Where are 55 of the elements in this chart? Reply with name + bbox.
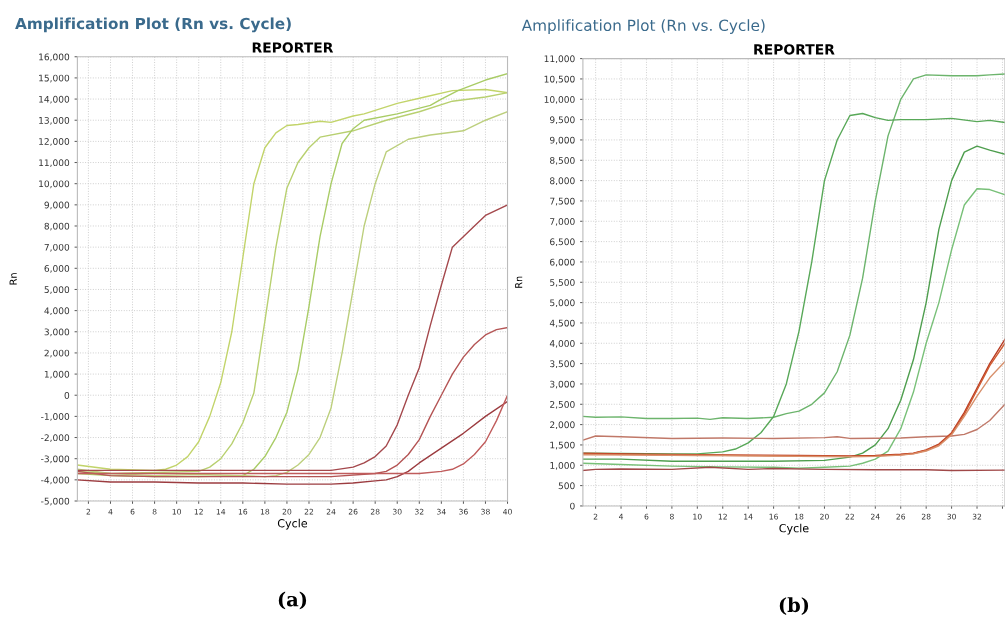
y-tick-label: 4,500 [549,319,575,328]
y-tick-label: 1,000 [44,370,70,379]
y-tick-label: 4,000 [549,340,575,348]
y-tick-label: -4,000 [41,476,70,485]
y-tick-label: 9,000 [549,136,575,145]
x-axis-title: Cycle [779,523,809,535]
y-tick-label: -1,000 [41,413,70,421]
y-tick-label: 0 [570,502,575,510]
y-tick-label: 500 [558,482,575,490]
y-tick-label: 0 [64,391,70,399]
y-tick-label: -2,000 [41,434,70,443]
y-tick-label: 15,000 [39,74,70,83]
y-tick-label: 3,500 [550,360,575,369]
y-tick-label: 10,500 [544,75,575,84]
y-tick-label: 6,500 [550,238,575,247]
y-tick-label: -3,000 [41,455,70,464]
y-tick-label: 8,000 [44,222,70,231]
y-tick-label: 9,000 [44,201,70,210]
y-tick-label: -5,000 [41,497,70,506]
y-tick-label: 14,000 [39,95,70,104]
y-tick-label: 12,000 [39,138,70,146]
y-tick-label: 3,000 [550,380,575,389]
y-tick-label: 6,000 [550,258,575,267]
y-tick-label: 1,500 [550,441,575,450]
y-tick-label: 16,000 [39,53,70,62]
y-tick-label: 2,000 [550,421,575,430]
y-tick-label: 7,000 [550,218,575,226]
y-tick-label: 11,000 [544,55,575,64]
text: (a) [278,591,307,610]
y-tick-label: 8,000 [550,177,575,186]
y-tick-label: 11,000 [39,159,70,168]
y-tick-label: 2,500 [550,401,575,409]
y-tick-label: 9,500 [549,116,575,125]
y-tick-label: 7,000 [44,243,70,252]
chart-title: Amplification Plot (Rn vs. Cycle) [15,17,291,33]
chart-subtitle: REPORTER [252,42,334,53]
chart-subtitle: REPORTER [754,44,835,55]
y-tick-label: 4,000 [44,307,70,316]
y-tick-label: 10,000 [544,96,575,104]
y-tick-label: 13,000 [39,116,70,125]
y-tick-label: 5,000 [550,299,575,308]
y-tick-label: 10,000 [39,180,70,189]
y-tick-label: 6,000 [44,265,70,273]
y-tick-label: 5,500 [550,279,575,287]
y-tick-label: 5,000 [44,286,70,294]
y-tick-label: 7,500 [550,197,575,206]
y-tick-label: 1,000 [550,462,575,470]
y-tick-label: 2,000 [44,349,70,358]
chart-title: Amplification Plot (Rn vs. Cycle) [521,19,765,35]
y-axis-title: Rn [515,276,523,288]
y-axis-title: Rn [9,273,17,285]
y-tick-label: 3,000 [44,328,70,337]
x-axis-title: Cycle [277,518,308,530]
text: (b) [779,597,809,615]
y-tick-label: 8,500 [550,157,575,165]
